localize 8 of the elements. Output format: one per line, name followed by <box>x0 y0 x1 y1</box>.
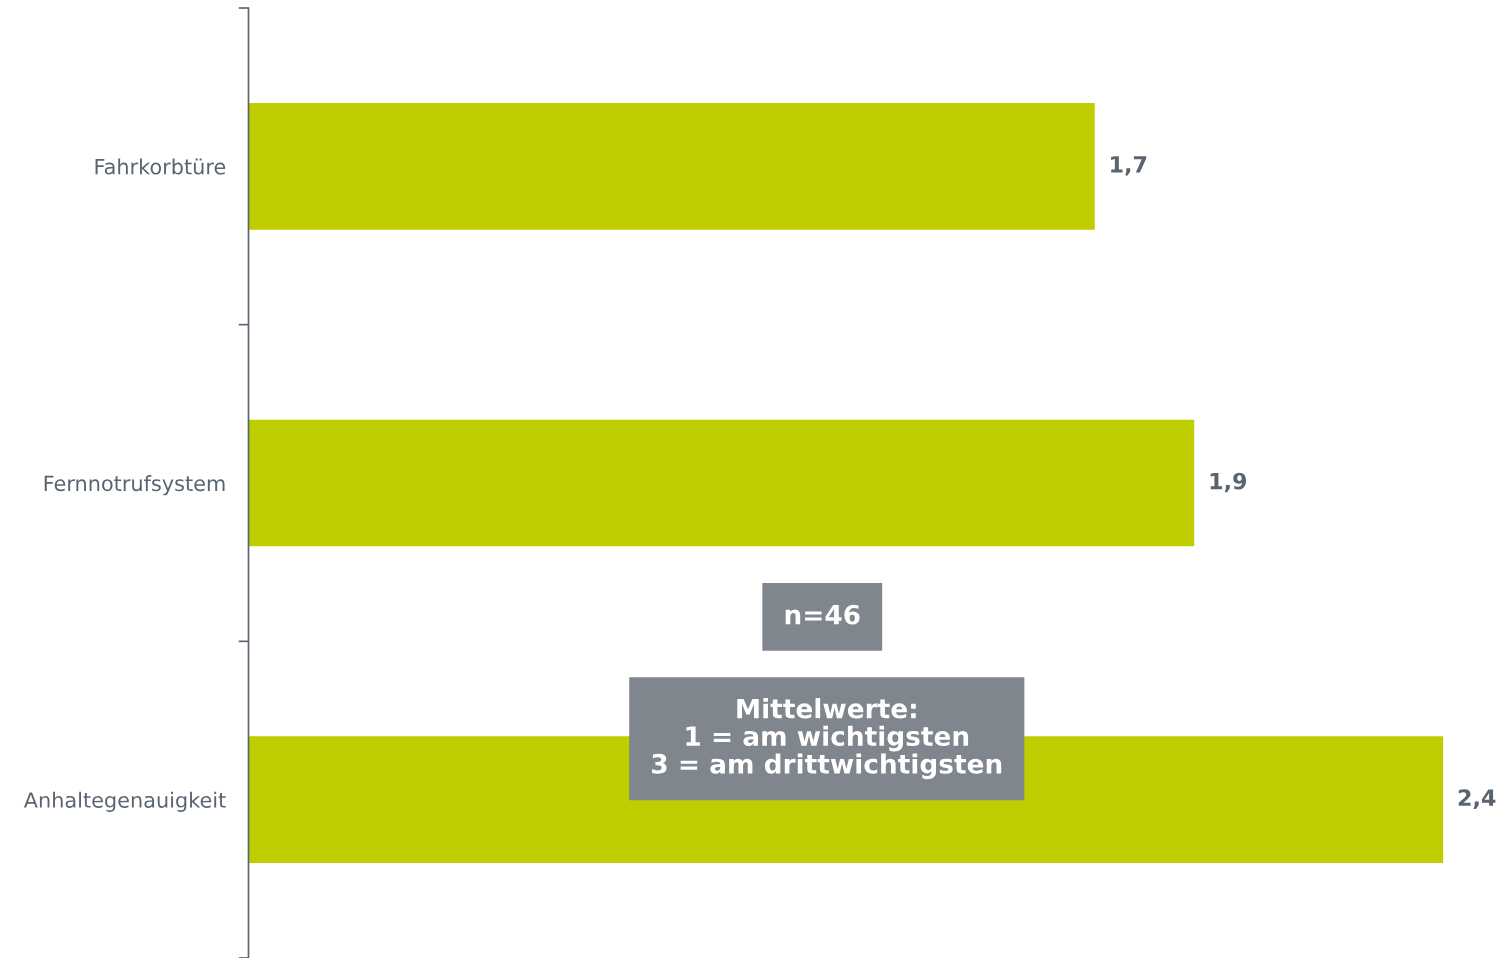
data-label: 2,4 <box>1458 789 1496 809</box>
y-tick-label: Anhaltegenauigkeit <box>23 791 226 812</box>
y-tick-label: Fahrkorbtüre <box>95 158 226 175</box>
data-label: 1,9 <box>1210 472 1247 493</box>
data-label: 1,7 <box>1111 156 1147 176</box>
y-tick-label: Fernnotrufsystem <box>44 475 225 496</box>
annotation: n=46 <box>785 604 860 625</box>
annotation: Mittelwerte: 1 = am wichtigsten 3 = am drittwichtigsten <box>652 698 1002 780</box>
